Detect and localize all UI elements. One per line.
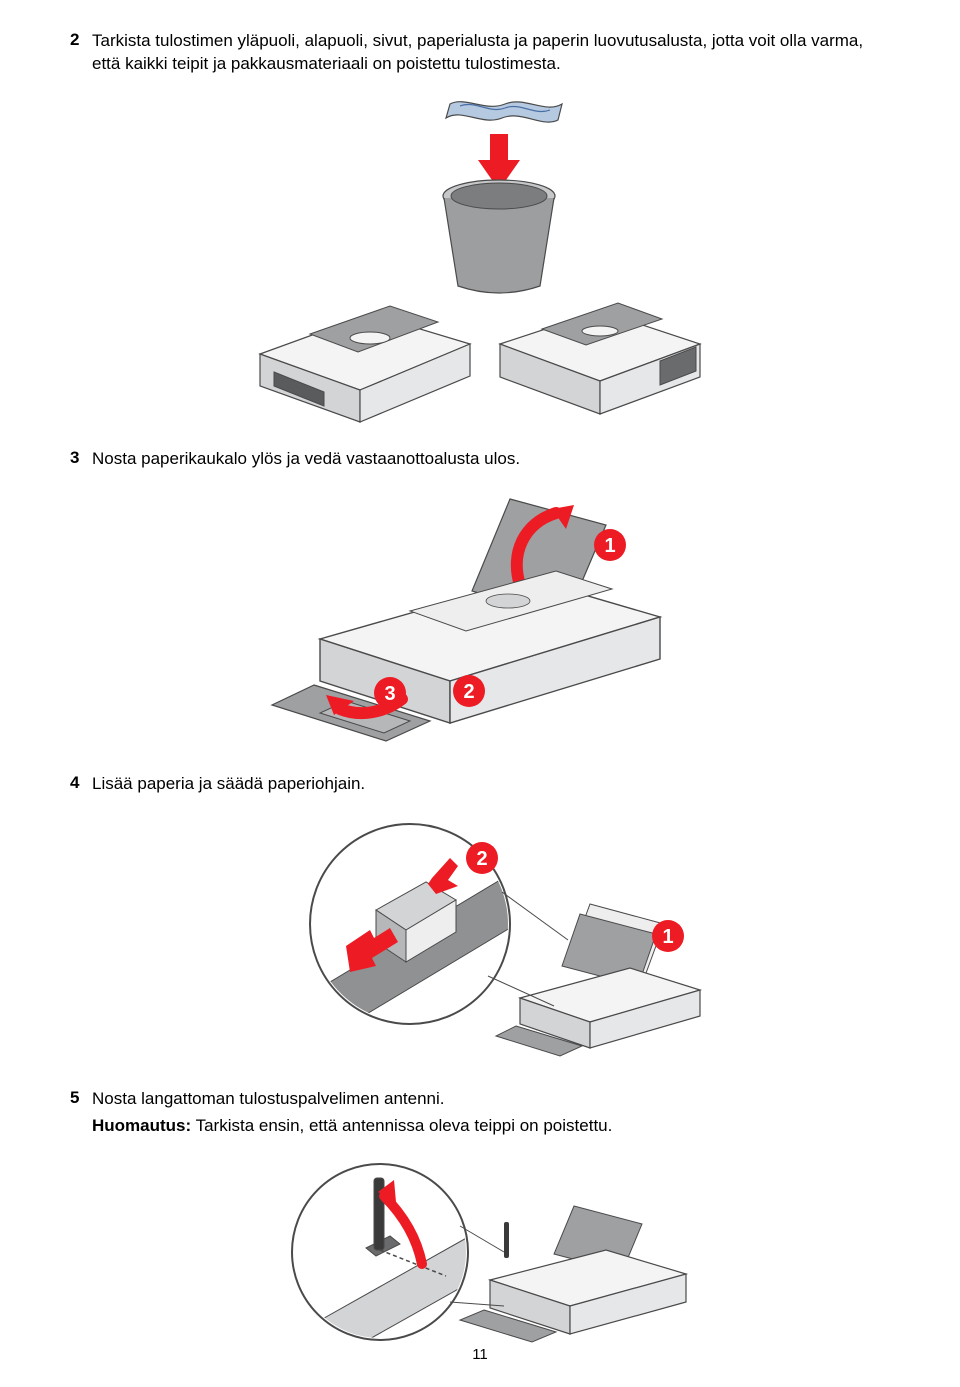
step-number: 2 [70,30,92,50]
figure-load-paper: 2 1 [70,814,890,1064]
figure-raise-antenna [70,1156,890,1346]
step-2: 2 Tarkista tulostimen yläpuoli, alapuoli… [70,30,890,76]
figure-2-svg: 1 2 3 [260,489,700,749]
callout-3: 3 [384,683,395,705]
step-number: 3 [70,448,92,468]
step-text: Nosta paperikaukalo ylös ja vedä vastaan… [92,448,520,471]
callout-1: 1 [604,535,615,557]
step-text: Nosta langattoman tulostuspalvelimen ant… [92,1088,445,1111]
step-note: Huomautus: Tarkista ensin, että antennis… [92,1115,890,1138]
note-label: Huomautus: [92,1116,191,1135]
page-number: 11 [0,1346,960,1363]
step-4: 4 Lisää paperia ja säädä paperiohjain. [70,773,890,796]
figure-1-svg [250,94,710,424]
note-text: Tarkista ensin, että antennissa oleva te… [191,1116,612,1135]
step-5: 5 Nosta langattoman tulostuspalvelimen a… [70,1088,890,1138]
callout-1: 1 [662,926,673,948]
callout-2: 2 [476,848,487,870]
step-number: 4 [70,773,92,793]
step-3: 3 Nosta paperikaukalo ylös ja vedä vasta… [70,448,890,471]
figure-4-svg [250,1156,710,1346]
figure-raise-trays: 1 2 3 [70,489,890,749]
figure-remove-packing [70,94,890,424]
step-text: Lisää paperia ja säädä paperiohjain. [92,773,365,796]
step-number: 5 [70,1088,92,1108]
callout-2: 2 [463,681,474,703]
step-text: Tarkista tulostimen yläpuoli, alapuoli, … [92,30,890,76]
document-page: 2 Tarkista tulostimen yläpuoli, alapuoli… [0,0,960,1387]
figure-3-svg: 2 1 [250,814,710,1064]
